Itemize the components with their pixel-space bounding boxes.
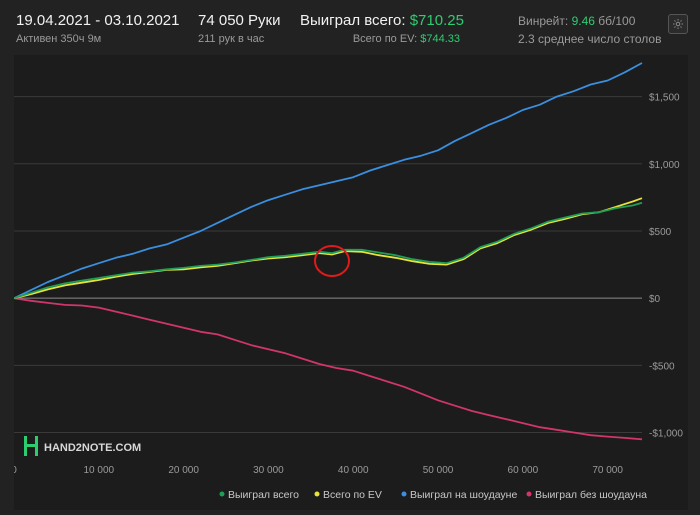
grid-lines (14, 96, 642, 434)
x-tick-label: 60 000 (508, 465, 539, 476)
legend-label: Всего по EV (323, 489, 382, 501)
winrate-value: 9.46 (571, 14, 595, 28)
winrate-unit: бб/100 (598, 14, 636, 28)
winrate-label: Винрейт: (518, 14, 569, 28)
won-label: Выиграл всего: (300, 12, 406, 29)
legend-item[interactable]: Выиграл без шоудауна (526, 489, 648, 501)
legend: Выиграл всего Всего по EV Выиграл на шоуда… (219, 489, 648, 501)
series-lines (13, 62, 643, 441)
x-tick-label: 20 000 (168, 465, 199, 476)
summary-header: 19.04.2021 - 03.10.2021 Активен 350ч 9м … (0, 0, 700, 56)
x-tick-label: 10 000 (84, 465, 115, 476)
legend-item[interactable]: Всего по EV (314, 489, 382, 501)
y-tick-label: -$1,000 (649, 429, 683, 440)
y-tick-label: $1,000 (649, 160, 680, 171)
legend-swatch (314, 491, 320, 497)
y-tick-label: -$500 (649, 361, 675, 372)
legend-label: Выиграл всего (228, 489, 299, 501)
legend-item[interactable]: Выиграл всего (219, 489, 300, 501)
hands-rate: 211 рук в час (198, 33, 265, 45)
ev-label: Всего по EV: (352, 33, 418, 45)
logo: HAND2NOTE.COM (24, 436, 141, 456)
legend-item[interactable]: Выиграл на шоудауне (401, 489, 518, 501)
date-range[interactable]: 19.04.2021 - 03.10.2021 (16, 12, 180, 29)
winnings-block: Выиграл всего: $710.25 Всего по EV: $744… (300, 12, 464, 45)
avg-tables: 2.3 среднее число столов (518, 32, 662, 46)
x-axis-labels: 0 10 000 20 000 30 000 40 000 50 000 60 000 70 … (11, 465, 623, 476)
x-tick-label: 50 000 (423, 465, 454, 476)
winrate-block: Винрейт: 9.46 бб/100 2.3 среднее число с… (518, 14, 661, 46)
legend-label: Выиграл на шоудауне (410, 489, 517, 501)
y-tick-label: $0 (649, 294, 661, 305)
y-tick-label: $500 (649, 227, 672, 238)
x-tick-label: 70 000 (592, 465, 623, 476)
y-tick-label: $1,500 (649, 93, 680, 104)
chart-frame: -$1,000 -$500 $0 $500 $1,000 $1,500 0 10 000 20… (11, 55, 688, 510)
legend-label: Выиграл без шоудауна (535, 489, 647, 501)
gear-icon (673, 19, 683, 29)
series-line-showdown (13, 62, 643, 300)
series-line-ev (13, 197, 643, 300)
legend-swatch (219, 491, 225, 497)
settings-button[interactable] (668, 14, 688, 34)
hands-count: 74 050 Руки (198, 12, 281, 29)
legend-swatch (526, 491, 532, 497)
y-axis-labels: -$1,000 -$500 $0 $500 $1,000 $1,500 (649, 93, 683, 440)
active-time: Активен 350ч 9м (16, 33, 102, 45)
won-value: $710.25 (409, 12, 464, 29)
series-line-won (13, 201, 643, 300)
ev-value: $744.33 (420, 33, 460, 45)
logo-text: HAND2NOTE.COM (44, 442, 141, 454)
annotation-circle (314, 245, 350, 277)
series-line-non-showdown (13, 297, 643, 441)
graph-chart: -$1,000 -$500 $0 $500 $1,000 $1,500 0 10 000 20… (11, 62, 683, 501)
legend-swatch (401, 491, 407, 497)
hands-block: 74 050 Руки 211 рук в час (198, 12, 281, 45)
x-tick-label: 40 000 (338, 465, 369, 476)
date-range-block: 19.04.2021 - 03.10.2021 Активен 350ч 9м (16, 12, 179, 45)
x-tick-label: 30 000 (253, 465, 284, 476)
x-tick-label: 0 (14, 465, 17, 476)
